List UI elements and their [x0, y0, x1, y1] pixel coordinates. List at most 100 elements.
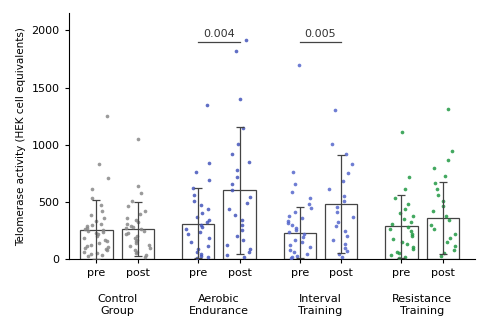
- Point: [398, 239, 406, 244]
- Point: [134, 136, 142, 142]
- Point: [334, 209, 342, 215]
- Point: [187, 239, 195, 244]
- Point: [142, 252, 150, 258]
- Point: [292, 225, 299, 230]
- Point: [403, 241, 411, 247]
- Point: [80, 235, 88, 240]
- Bar: [122, 229, 154, 259]
- Point: [400, 216, 408, 222]
- Point: [341, 245, 349, 250]
- Point: [287, 242, 294, 247]
- Point: [197, 222, 205, 227]
- Point: [409, 234, 416, 239]
- Point: [135, 220, 143, 225]
- Point: [83, 224, 91, 229]
- Point: [223, 242, 231, 247]
- Point: [407, 219, 415, 225]
- Point: [103, 114, 111, 119]
- Point: [334, 219, 342, 224]
- Bar: [80, 230, 113, 259]
- Point: [388, 253, 395, 258]
- Point: [87, 212, 95, 217]
- Y-axis label: Telomerase activity (HEK cell equivalents): Telomerase activity (HEK cell equivalent…: [16, 27, 26, 246]
- Point: [137, 227, 145, 232]
- Point: [88, 196, 96, 201]
- Point: [123, 221, 131, 227]
- Point: [223, 252, 231, 258]
- Point: [126, 244, 134, 249]
- Point: [95, 240, 103, 246]
- Point: [408, 231, 416, 236]
- Point: [291, 209, 299, 215]
- Point: [392, 196, 399, 201]
- Point: [395, 255, 403, 261]
- Point: [387, 226, 394, 232]
- Point: [407, 229, 415, 234]
- Point: [87, 251, 95, 257]
- Point: [440, 204, 447, 209]
- Point: [401, 206, 409, 211]
- Point: [298, 216, 306, 221]
- Point: [140, 228, 147, 234]
- Point: [198, 210, 206, 216]
- Text: Aerobic
Endurance: Aerobic Endurance: [189, 294, 249, 316]
- Point: [440, 251, 448, 256]
- Point: [430, 227, 438, 232]
- Point: [239, 237, 247, 243]
- Point: [290, 169, 297, 175]
- Point: [203, 220, 211, 225]
- Point: [393, 249, 401, 254]
- Point: [84, 228, 92, 234]
- Point: [335, 252, 343, 257]
- Point: [225, 207, 233, 212]
- Point: [198, 224, 206, 230]
- Point: [138, 190, 146, 195]
- Point: [83, 225, 91, 230]
- Point: [437, 254, 445, 259]
- Point: [205, 235, 213, 240]
- Point: [444, 157, 452, 163]
- Point: [133, 237, 141, 242]
- Point: [124, 204, 132, 209]
- Point: [340, 193, 348, 198]
- Text: Interval
Training: Interval Training: [298, 294, 343, 316]
- Point: [396, 210, 404, 215]
- Point: [189, 186, 197, 191]
- Point: [204, 243, 212, 248]
- Point: [439, 198, 447, 204]
- Point: [104, 244, 112, 250]
- Point: [101, 237, 109, 242]
- Point: [306, 196, 314, 201]
- Text: Control
Group: Control Group: [97, 294, 137, 316]
- Point: [131, 247, 139, 252]
- Point: [203, 102, 211, 107]
- Point: [341, 228, 349, 234]
- Bar: [223, 190, 256, 259]
- Point: [196, 252, 204, 257]
- Point: [193, 256, 201, 261]
- Point: [307, 206, 315, 211]
- Point: [122, 232, 130, 237]
- Point: [234, 141, 242, 146]
- Point: [128, 198, 136, 203]
- Point: [405, 174, 413, 179]
- Point: [233, 175, 241, 180]
- Point: [132, 217, 140, 223]
- Point: [389, 236, 397, 242]
- Point: [409, 247, 417, 252]
- Point: [228, 182, 236, 187]
- Point: [290, 249, 297, 255]
- Point: [443, 107, 451, 112]
- Point: [104, 175, 112, 181]
- Point: [99, 229, 107, 235]
- Point: [443, 239, 451, 245]
- Point: [233, 233, 241, 238]
- Point: [97, 221, 104, 226]
- Point: [245, 160, 253, 165]
- Point: [236, 96, 244, 102]
- Point: [98, 252, 106, 258]
- Point: [133, 233, 141, 239]
- Point: [295, 62, 303, 67]
- Point: [305, 202, 313, 207]
- Point: [245, 249, 253, 255]
